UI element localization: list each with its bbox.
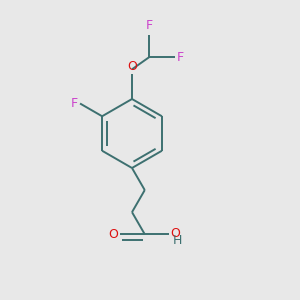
Text: F: F [176, 50, 184, 64]
Text: H: H [173, 234, 182, 248]
Text: O: O [109, 228, 118, 241]
Text: F: F [70, 97, 78, 110]
Text: O: O [127, 60, 137, 73]
Text: O: O [170, 227, 180, 240]
Text: F: F [146, 19, 153, 32]
